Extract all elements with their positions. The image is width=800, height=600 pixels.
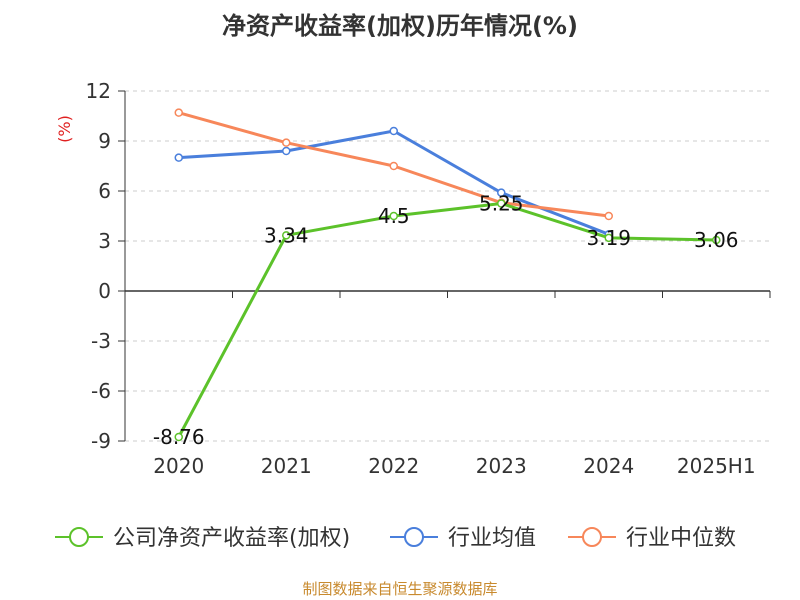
- y-tick-label: 6: [98, 179, 111, 203]
- y-tick-label: 9: [98, 129, 111, 153]
- data-point: [604, 233, 613, 243]
- y-tick-label: -3: [91, 329, 111, 353]
- source-note: 制图数据来自恒生聚源数据库: [302, 580, 498, 598]
- legend-marker: [404, 527, 424, 547]
- data-label: 3.34: [264, 223, 309, 247]
- y-tick-label: 3: [98, 229, 111, 253]
- data-point: [497, 199, 506, 208]
- data-labels: -8.76 3.34 4.5 5.25 3.19 3.06: [153, 192, 739, 450]
- data-point: [389, 161, 398, 171]
- legend-marker: [69, 527, 89, 547]
- data-point: [389, 211, 398, 221]
- data-point: [174, 108, 183, 117]
- legend-item: 行业中位数: [568, 526, 736, 551]
- legend-item: 公司净资产收益率(加权): [55, 526, 350, 551]
- data-label: 3.06: [694, 228, 739, 252]
- legend-label: 行业中位数: [626, 526, 736, 551]
- data-label: 4.5: [378, 204, 410, 228]
- legend-label: 行业均值: [448, 526, 536, 551]
- legend-marker: [582, 527, 602, 547]
- series-line-0: [177, 202, 717, 438]
- x-tick-label: 2021: [261, 454, 312, 478]
- data-point: [497, 188, 506, 197]
- legend: 公司净资产收益率(加权) 行业均值 行业中位数: [55, 526, 736, 551]
- grid-lines: [125, 90, 770, 442]
- data-point: [282, 146, 291, 156]
- y-tick-label: -6: [91, 379, 111, 403]
- x-tick-label: 2020: [153, 454, 204, 478]
- data-label: 3.19: [586, 226, 631, 250]
- data-point: [282, 138, 291, 147]
- legend-item: 行业均值: [390, 526, 536, 551]
- y-tick-label: -9: [91, 429, 111, 453]
- x-tick-label: 2025H1: [677, 454, 756, 478]
- y-axis-label: (%): [55, 115, 74, 143]
- data-label: -8.76: [153, 425, 205, 449]
- data-point: [282, 231, 291, 240]
- legend-label: 公司净资产收益率(加权): [113, 526, 350, 551]
- x-tick-label: 2022: [368, 454, 419, 478]
- y-tick-label: 12: [86, 79, 111, 103]
- data-point: [389, 126, 398, 136]
- data-point: [604, 211, 613, 221]
- x-tick-label: 2024: [583, 454, 634, 478]
- data-point: [174, 153, 183, 162]
- data-point: [174, 432, 183, 442]
- data-point: [712, 235, 721, 245]
- x-tick-label: 2023: [476, 454, 527, 478]
- axes: -9 -6 -3 0 3 6 9 12 2020 2021 2022 2023 2024 2025H1: [86, 79, 771, 478]
- data-label: 5.25: [479, 192, 524, 216]
- chart-title: 净资产收益率(加权)历年情况(%): [222, 12, 578, 40]
- y-tick-label: 0: [98, 279, 111, 303]
- series-layer: [174, 108, 721, 442]
